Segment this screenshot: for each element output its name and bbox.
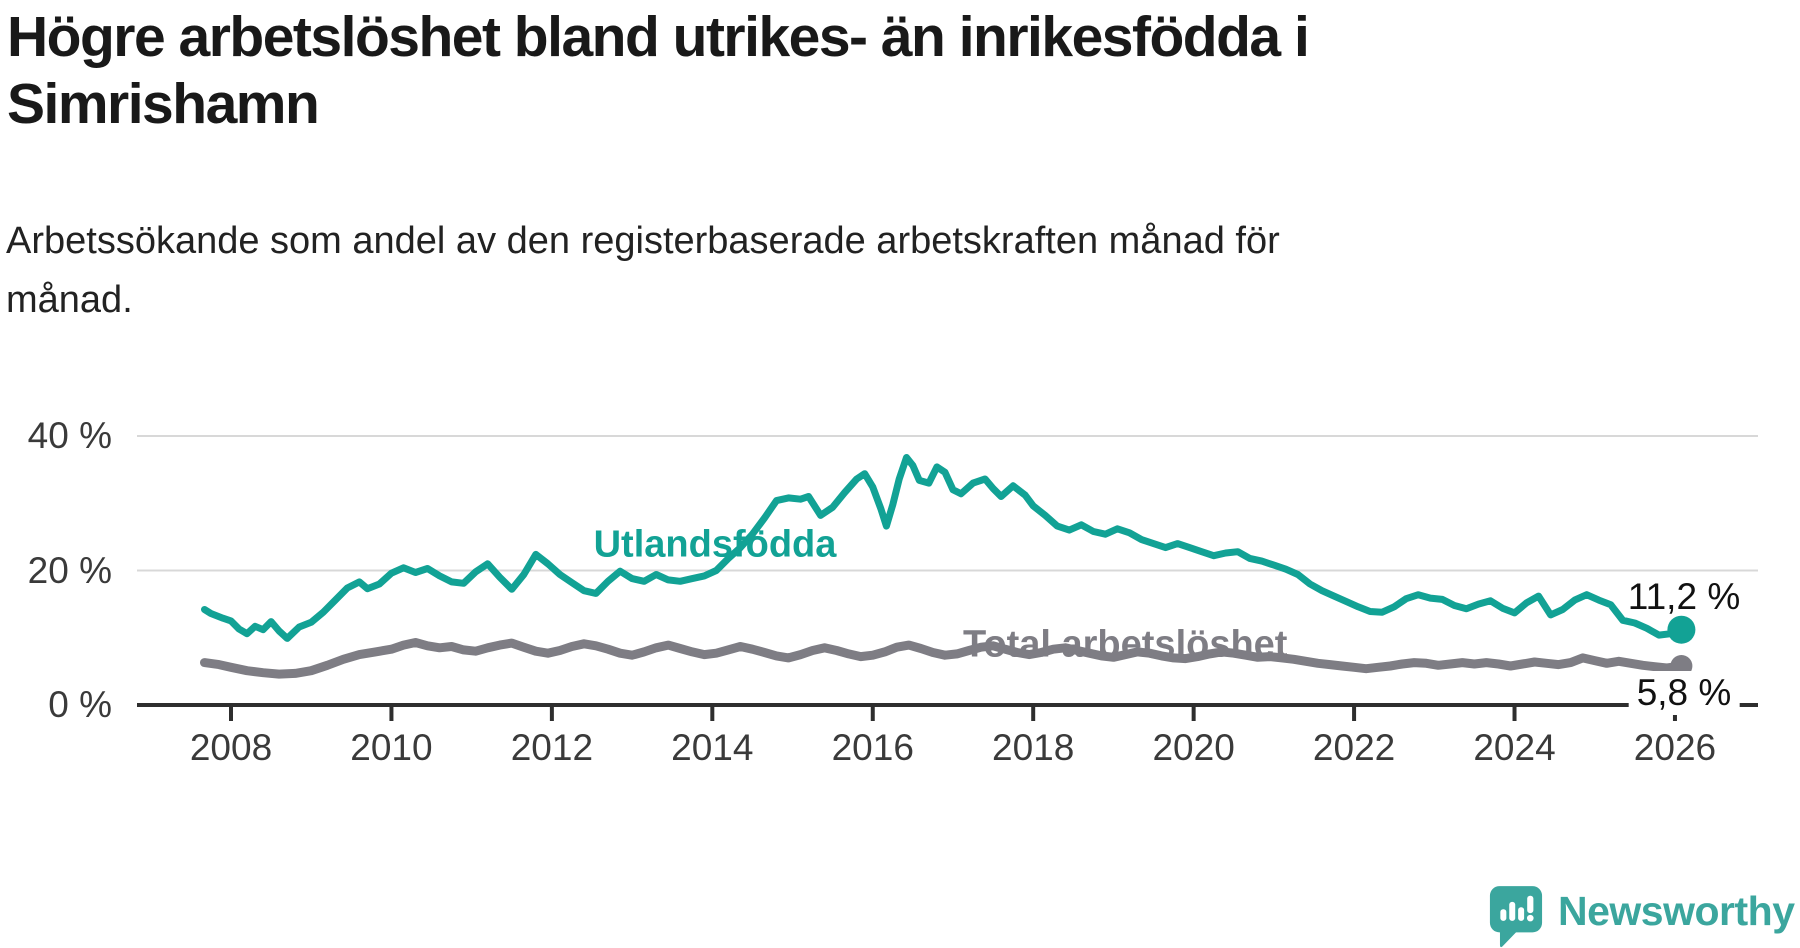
y-tick-label-40: 40 % <box>27 415 112 456</box>
series-line-1 <box>200 638 1686 679</box>
x-tick-label-2012: 2012 <box>510 727 594 768</box>
series-label-utlandsfodda: Utlandsfödda <box>593 523 837 566</box>
y-tick-label-20: 20 % <box>27 549 112 591</box>
chart-subtitle: Arbetssökande som andel av den registerb… <box>6 220 1280 321</box>
x-tick-label-2024: 2024 <box>1473 727 1556 768</box>
x-tick-label-2010: 2010 <box>350 727 433 768</box>
x-tick-label-2022: 2022 <box>1312 727 1396 768</box>
x-tick-label-2016: 2016 <box>831 727 914 768</box>
x-tick-label-2014: 2014 <box>671 727 754 768</box>
y-tick-label-0: 0 % <box>48 684 112 725</box>
newsworthy-wordmark: Newsworthy <box>1558 888 1795 934</box>
x-tick-label-2008: 2008 <box>189 727 273 768</box>
end-value-label-utlandsfodda: 11,2 % <box>1627 576 1741 617</box>
x-tick-label-2018: 2018 <box>992 727 1075 768</box>
series-label-total-arbetsloshet: Total arbetslöshet <box>963 623 1288 666</box>
end-value-label-total: 5,8 % <box>1628 671 1740 715</box>
newsworthy-logo: Newsworthy <box>1488 884 1795 948</box>
x-tick-label-2026: 2026 <box>1633 727 1717 768</box>
series-end-dot-0 <box>1667 615 1696 644</box>
x-tick-label-2020: 2020 <box>1152 727 1235 768</box>
newsworthy-bubble-icon <box>1489 886 1543 948</box>
chart-title: Högre arbetslöshet bland utrikes- än inr… <box>7 5 1310 136</box>
series-line-0 <box>201 454 1685 642</box>
